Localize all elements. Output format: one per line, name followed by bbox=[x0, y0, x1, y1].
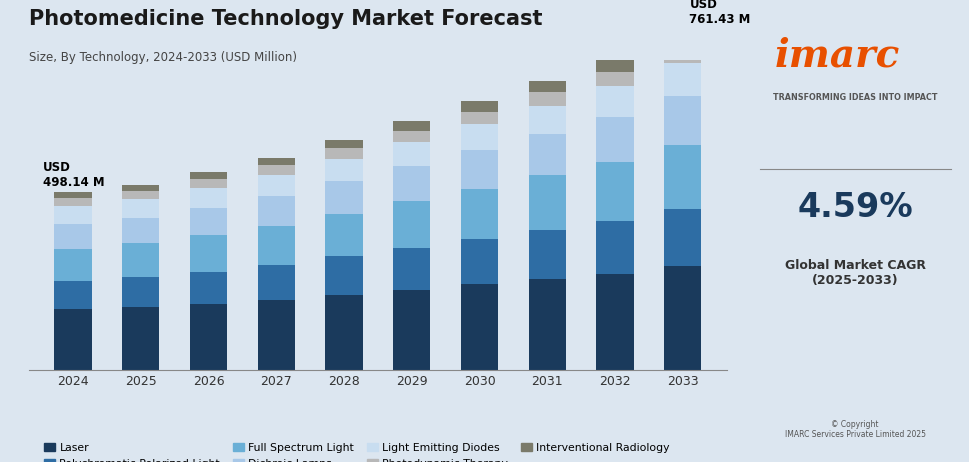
Bar bbox=[326, 214, 362, 256]
Bar bbox=[122, 199, 160, 218]
Bar bbox=[529, 279, 566, 370]
Bar bbox=[190, 188, 227, 208]
Bar bbox=[393, 121, 430, 130]
Bar bbox=[54, 224, 92, 249]
Bar bbox=[529, 81, 566, 92]
Bar bbox=[664, 96, 702, 145]
Bar bbox=[529, 92, 566, 106]
Bar bbox=[664, 209, 702, 267]
Bar bbox=[258, 175, 295, 196]
Bar bbox=[393, 166, 430, 201]
Bar bbox=[461, 150, 498, 188]
Bar bbox=[596, 116, 634, 162]
Bar bbox=[393, 130, 430, 142]
Bar bbox=[664, 32, 702, 47]
Text: USD
498.14 M: USD 498.14 M bbox=[43, 161, 105, 189]
Text: imarc: imarc bbox=[774, 36, 899, 74]
Text: USD
761.43 M: USD 761.43 M bbox=[690, 0, 751, 25]
Bar bbox=[190, 208, 227, 236]
Bar bbox=[190, 272, 227, 304]
Bar bbox=[122, 191, 160, 199]
Bar bbox=[54, 280, 92, 309]
Bar bbox=[596, 72, 634, 86]
Text: 4.59%: 4.59% bbox=[797, 191, 913, 225]
Bar bbox=[529, 176, 566, 230]
Bar bbox=[54, 198, 92, 206]
Bar bbox=[393, 290, 430, 370]
Bar bbox=[596, 59, 634, 72]
Bar bbox=[122, 307, 160, 370]
Bar bbox=[258, 196, 295, 226]
Bar bbox=[664, 47, 702, 62]
Text: Photomedicine Technology Market Forecast: Photomedicine Technology Market Forecast bbox=[29, 9, 543, 29]
Bar bbox=[529, 106, 566, 134]
Text: © Copyright
IMARC Services Private Limited 2025: © Copyright IMARC Services Private Limit… bbox=[785, 420, 925, 439]
Bar bbox=[461, 239, 498, 284]
Bar bbox=[54, 192, 92, 198]
Bar bbox=[190, 304, 227, 370]
Bar bbox=[54, 206, 92, 224]
Bar bbox=[258, 265, 295, 300]
Bar bbox=[258, 226, 295, 265]
Bar bbox=[664, 62, 702, 96]
Bar bbox=[664, 267, 702, 370]
Bar bbox=[461, 101, 498, 112]
Bar bbox=[326, 295, 362, 370]
Bar bbox=[326, 148, 362, 158]
Bar bbox=[54, 309, 92, 370]
Bar bbox=[54, 249, 92, 280]
Text: Global Market CAGR
(2025-2033): Global Market CAGR (2025-2033) bbox=[785, 259, 925, 286]
Bar bbox=[393, 142, 430, 166]
Bar bbox=[596, 162, 634, 221]
Bar bbox=[326, 140, 362, 148]
Bar bbox=[529, 230, 566, 279]
Bar bbox=[461, 112, 498, 124]
Bar bbox=[122, 243, 160, 277]
Bar bbox=[326, 158, 362, 181]
Bar bbox=[326, 256, 362, 295]
Bar bbox=[461, 188, 498, 239]
Text: TRANSFORMING IDEAS INTO IMPACT: TRANSFORMING IDEAS INTO IMPACT bbox=[773, 92, 937, 102]
Bar bbox=[326, 181, 362, 214]
Bar bbox=[461, 284, 498, 370]
Bar bbox=[122, 277, 160, 307]
Text: Size, By Technology, 2024-2033 (USD Million): Size, By Technology, 2024-2033 (USD Mill… bbox=[29, 51, 297, 64]
Bar bbox=[596, 221, 634, 274]
Bar bbox=[190, 236, 227, 272]
Bar bbox=[393, 248, 430, 290]
Bar bbox=[596, 86, 634, 116]
Bar bbox=[393, 201, 430, 248]
Bar bbox=[596, 274, 634, 370]
Bar bbox=[258, 300, 295, 370]
Bar bbox=[664, 145, 702, 209]
Bar bbox=[190, 179, 227, 188]
Bar bbox=[529, 134, 566, 176]
Bar bbox=[258, 158, 295, 165]
Bar bbox=[258, 165, 295, 175]
Bar bbox=[190, 172, 227, 179]
Legend: Laser, Polychromatic Polarized Light, Full Spectrum Light, Dichroic Lamps, Light: Laser, Polychromatic Polarized Light, Fu… bbox=[45, 443, 670, 462]
Bar bbox=[122, 185, 160, 191]
Bar bbox=[122, 218, 160, 243]
Bar bbox=[461, 124, 498, 150]
